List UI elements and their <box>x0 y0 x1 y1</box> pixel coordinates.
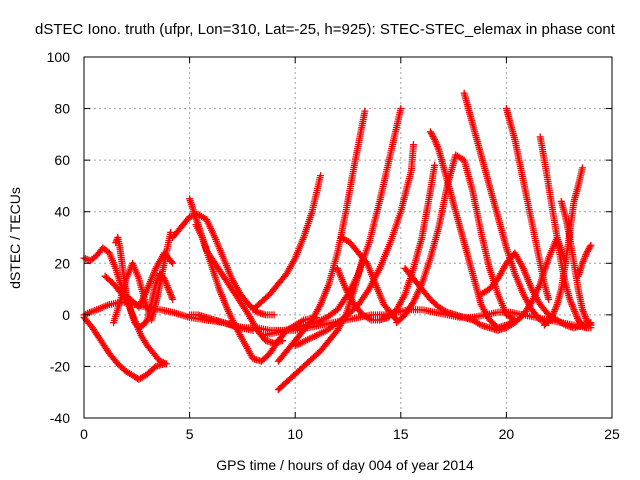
data-series <box>536 133 595 332</box>
plot-frame <box>83 56 613 419</box>
data-series <box>540 164 586 329</box>
data-point <box>583 324 591 332</box>
y-tick-label: -40 <box>50 410 70 426</box>
data-point <box>169 259 177 267</box>
data-point <box>430 134 438 142</box>
axis-ticks <box>83 56 613 419</box>
y-tick-label: 100 <box>47 49 71 65</box>
data-point <box>578 164 586 172</box>
data-point <box>587 321 595 329</box>
data-point <box>586 243 594 251</box>
data-series <box>502 105 553 303</box>
y-axis-title: dSTEC / TECUs <box>7 187 23 289</box>
x-tick-label: 25 <box>604 426 620 442</box>
data-point <box>431 161 439 169</box>
data-point <box>545 295 553 303</box>
data-point <box>169 295 177 303</box>
data-point <box>167 228 175 236</box>
x-tick-label: 5 <box>186 426 194 442</box>
data-series <box>574 241 595 280</box>
data-point <box>361 107 369 115</box>
data-point <box>317 172 325 180</box>
data-point <box>142 317 150 325</box>
x-tick-label: 10 <box>287 426 303 442</box>
data-point <box>270 311 278 319</box>
data-series <box>80 313 168 383</box>
data-series <box>393 151 519 327</box>
y-tick-label: 60 <box>54 152 70 168</box>
data-series <box>338 234 401 324</box>
data-series <box>291 141 417 350</box>
x-tick-label: 15 <box>393 426 409 442</box>
data-series <box>186 306 591 334</box>
data-point <box>397 105 405 113</box>
data-point <box>167 258 175 266</box>
data-series <box>249 172 325 314</box>
data-point <box>160 360 168 368</box>
chart-title: dSTEC Iono. truth (ufpr, Lon=310, Lat=-2… <box>35 21 616 38</box>
data-series <box>112 234 177 332</box>
tick-labels: 0 5 10 15 20 25 -40 -20 0 20 40 60 80 100 <box>47 49 620 442</box>
data-series <box>557 197 595 329</box>
data-series <box>101 249 177 311</box>
x-tick-label: 20 <box>499 426 515 442</box>
data-point <box>409 141 417 149</box>
data-point <box>586 320 594 328</box>
y-tick-label: 0 <box>62 307 70 323</box>
data-point <box>511 316 519 324</box>
y-tick-label: 80 <box>54 101 70 117</box>
data-point <box>587 241 595 249</box>
y-tick-label: 20 <box>54 255 70 271</box>
data-points-layer <box>80 89 595 394</box>
y-tick-label: 40 <box>54 204 70 220</box>
data-series <box>426 128 519 332</box>
y-tick-label: -20 <box>50 358 70 374</box>
x-tick-label: 0 <box>80 426 88 442</box>
x-axis-title: GPS time / hours of day 004 of year 2014 <box>216 457 474 473</box>
